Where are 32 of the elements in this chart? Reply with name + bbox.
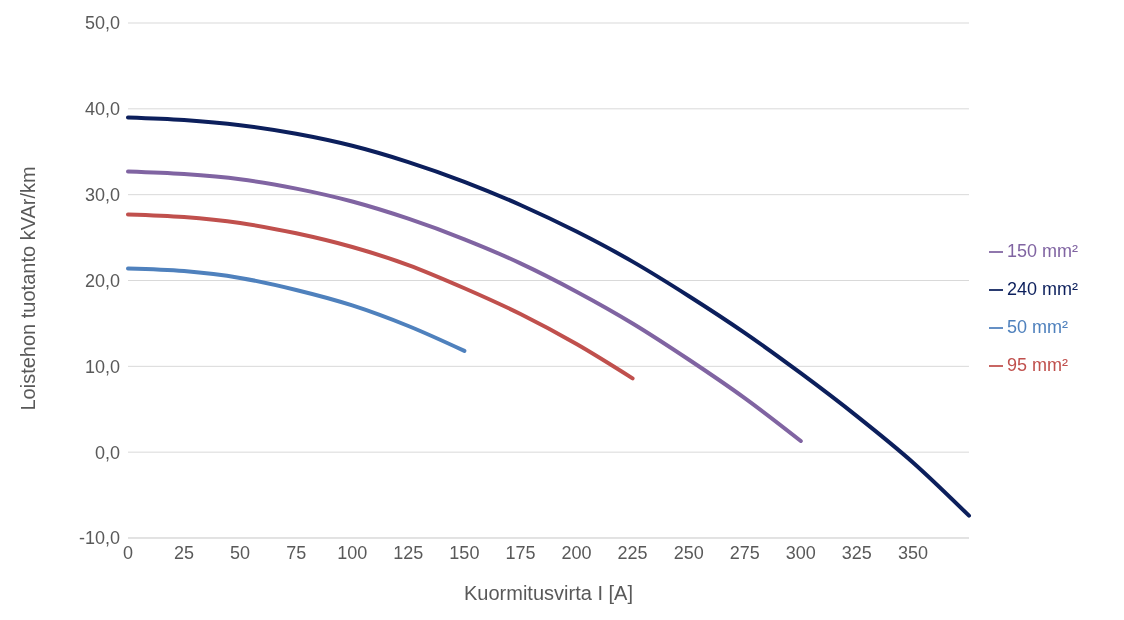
legend-label: 150 mm² <box>1006 241 1078 261</box>
x-tick-label: 50 <box>230 542 251 563</box>
x-tick-label: 200 <box>561 542 592 563</box>
line-series <box>126 212 635 381</box>
y-tick-label: 30,0 <box>84 185 120 206</box>
y-tick-label: 20,0 <box>84 270 120 291</box>
y-tick-label: 50,0 <box>84 13 120 34</box>
y-tick-label: 40,0 <box>84 99 120 120</box>
x-tick-label: 350 <box>897 542 928 563</box>
x-tick-label: 325 <box>841 542 872 563</box>
y-tick-label: 0,0 <box>94 442 120 463</box>
x-tick-label: 125 <box>393 542 424 563</box>
legend-label: 240 mm² <box>1006 279 1078 299</box>
legend-label: 95 mm² <box>1006 355 1068 375</box>
x-tick-label: 275 <box>729 542 760 563</box>
legend-label: 50 mm² <box>1006 317 1068 337</box>
x-tick-label: 225 <box>617 542 648 563</box>
x-tick-label: 100 <box>337 542 368 563</box>
x-tick-label: 0 <box>122 542 134 563</box>
x-tick-label: 300 <box>785 542 816 563</box>
line-series <box>126 115 971 518</box>
line-series <box>126 266 467 353</box>
x-tick-label: 75 <box>286 542 307 563</box>
y-tick-label: -10,0 <box>78 528 120 549</box>
y-axis-title: Loistehon tuotanto kVAr/km <box>17 166 40 411</box>
line-series <box>126 169 803 444</box>
x-tick-label: 150 <box>449 542 480 563</box>
x-tick-label: 175 <box>505 542 536 563</box>
x-axis-title: Kuormitusvirta I [A] <box>464 582 633 604</box>
y-tick-label: 10,0 <box>84 356 120 377</box>
x-tick-label: 250 <box>673 542 704 563</box>
x-tick-label: 25 <box>174 542 195 563</box>
